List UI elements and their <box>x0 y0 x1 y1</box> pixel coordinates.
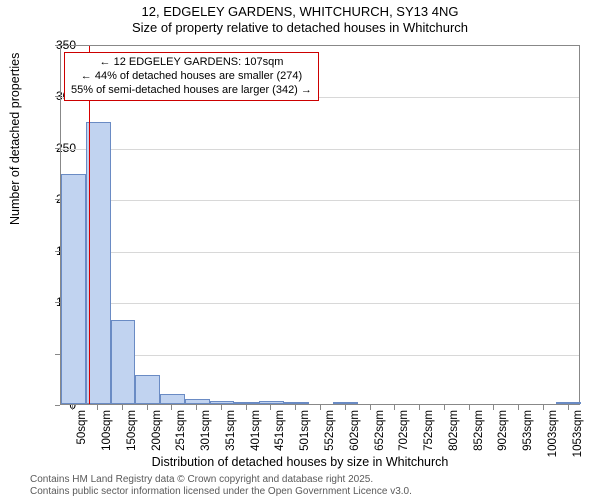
grid-line <box>61 252 579 253</box>
title-line-1: 12, EDGELEY GARDENS, WHITCHURCH, SY13 4N… <box>0 4 600 20</box>
bar <box>135 375 160 404</box>
x-tick-mark <box>370 405 371 410</box>
x-tick-label: 451sqm <box>274 410 286 451</box>
x-tick-label: 351sqm <box>225 410 237 451</box>
grid-line <box>61 355 579 356</box>
x-tick-mark <box>320 405 321 410</box>
x-tick-mark <box>221 405 222 410</box>
x-tick-label: 200sqm <box>151 410 163 451</box>
x-tick-label: 852sqm <box>473 410 485 451</box>
x-tick-label: 401sqm <box>250 410 262 451</box>
annotation-line-1: ← 44% of detached houses are smaller (27… <box>71 70 312 84</box>
bar <box>333 402 358 404</box>
x-tick-label: 552sqm <box>324 410 336 451</box>
x-tick-mark <box>394 405 395 410</box>
x-tick-mark <box>444 405 445 410</box>
x-tick-mark <box>72 405 73 410</box>
title-line-2: Size of property relative to detached ho… <box>0 20 600 36</box>
bar <box>210 401 235 404</box>
x-tick-label: 1053sqm <box>572 410 584 457</box>
bar <box>61 174 86 404</box>
y-tick-mark <box>55 405 60 406</box>
x-tick-mark <box>196 405 197 410</box>
grid-line <box>61 200 579 201</box>
x-tick-mark <box>97 405 98 410</box>
bar <box>556 402 581 404</box>
x-tick-mark <box>246 405 247 410</box>
x-tick-mark <box>568 405 569 410</box>
annotation-line-0: ← 12 EDGELEY GARDENS: 107sqm <box>71 56 312 70</box>
bar <box>111 320 136 404</box>
attribution: Contains HM Land Registry data © Crown c… <box>30 474 412 498</box>
x-tick-mark <box>469 405 470 410</box>
grid-line <box>61 303 579 304</box>
x-tick-label: 752sqm <box>423 410 435 451</box>
bar <box>259 401 284 404</box>
x-tick-mark <box>419 405 420 410</box>
x-tick-mark <box>295 405 296 410</box>
chart-title: 12, EDGELEY GARDENS, WHITCHURCH, SY13 4N… <box>0 4 600 37</box>
x-tick-label: 501sqm <box>299 410 311 451</box>
x-tick-label: 100sqm <box>101 410 113 451</box>
x-axis-title: Distribution of detached houses by size … <box>0 455 600 469</box>
x-tick-mark <box>147 405 148 410</box>
x-tick-label: 953sqm <box>522 410 534 451</box>
x-tick-label: 150sqm <box>126 410 138 451</box>
x-tick-label: 301sqm <box>200 410 212 451</box>
grid-line <box>61 149 579 150</box>
bar <box>185 399 210 404</box>
annotation-line-2: 55% of semi-detached houses are larger (… <box>71 84 312 98</box>
bar <box>284 402 309 404</box>
x-tick-label: 1003sqm <box>547 410 559 457</box>
x-tick-label: 802sqm <box>448 410 460 451</box>
attribution-line-2: Contains public sector information licen… <box>30 486 412 498</box>
y-axis-title: Number of detached properties <box>8 53 22 225</box>
annotation-box: ← 12 EDGELEY GARDENS: 107sqm ← 44% of de… <box>64 52 319 101</box>
x-tick-mark <box>171 405 172 410</box>
x-tick-label: 702sqm <box>398 410 410 451</box>
x-tick-mark <box>122 405 123 410</box>
attribution-line-1: Contains HM Land Registry data © Crown c… <box>30 474 412 486</box>
x-tick-label: 902sqm <box>497 410 509 451</box>
chart-container: 12, EDGELEY GARDENS, WHITCHURCH, SY13 4N… <box>0 0 600 500</box>
x-tick-label: 652sqm <box>374 410 386 451</box>
x-tick-mark <box>270 405 271 410</box>
x-tick-mark <box>493 405 494 410</box>
bar <box>160 394 185 404</box>
x-tick-mark <box>518 405 519 410</box>
x-tick-mark <box>543 405 544 410</box>
x-tick-mark <box>345 405 346 410</box>
x-tick-label: 602sqm <box>349 410 361 451</box>
x-tick-label: 50sqm <box>76 410 88 445</box>
bar <box>234 402 259 404</box>
x-tick-label: 251sqm <box>175 410 187 451</box>
